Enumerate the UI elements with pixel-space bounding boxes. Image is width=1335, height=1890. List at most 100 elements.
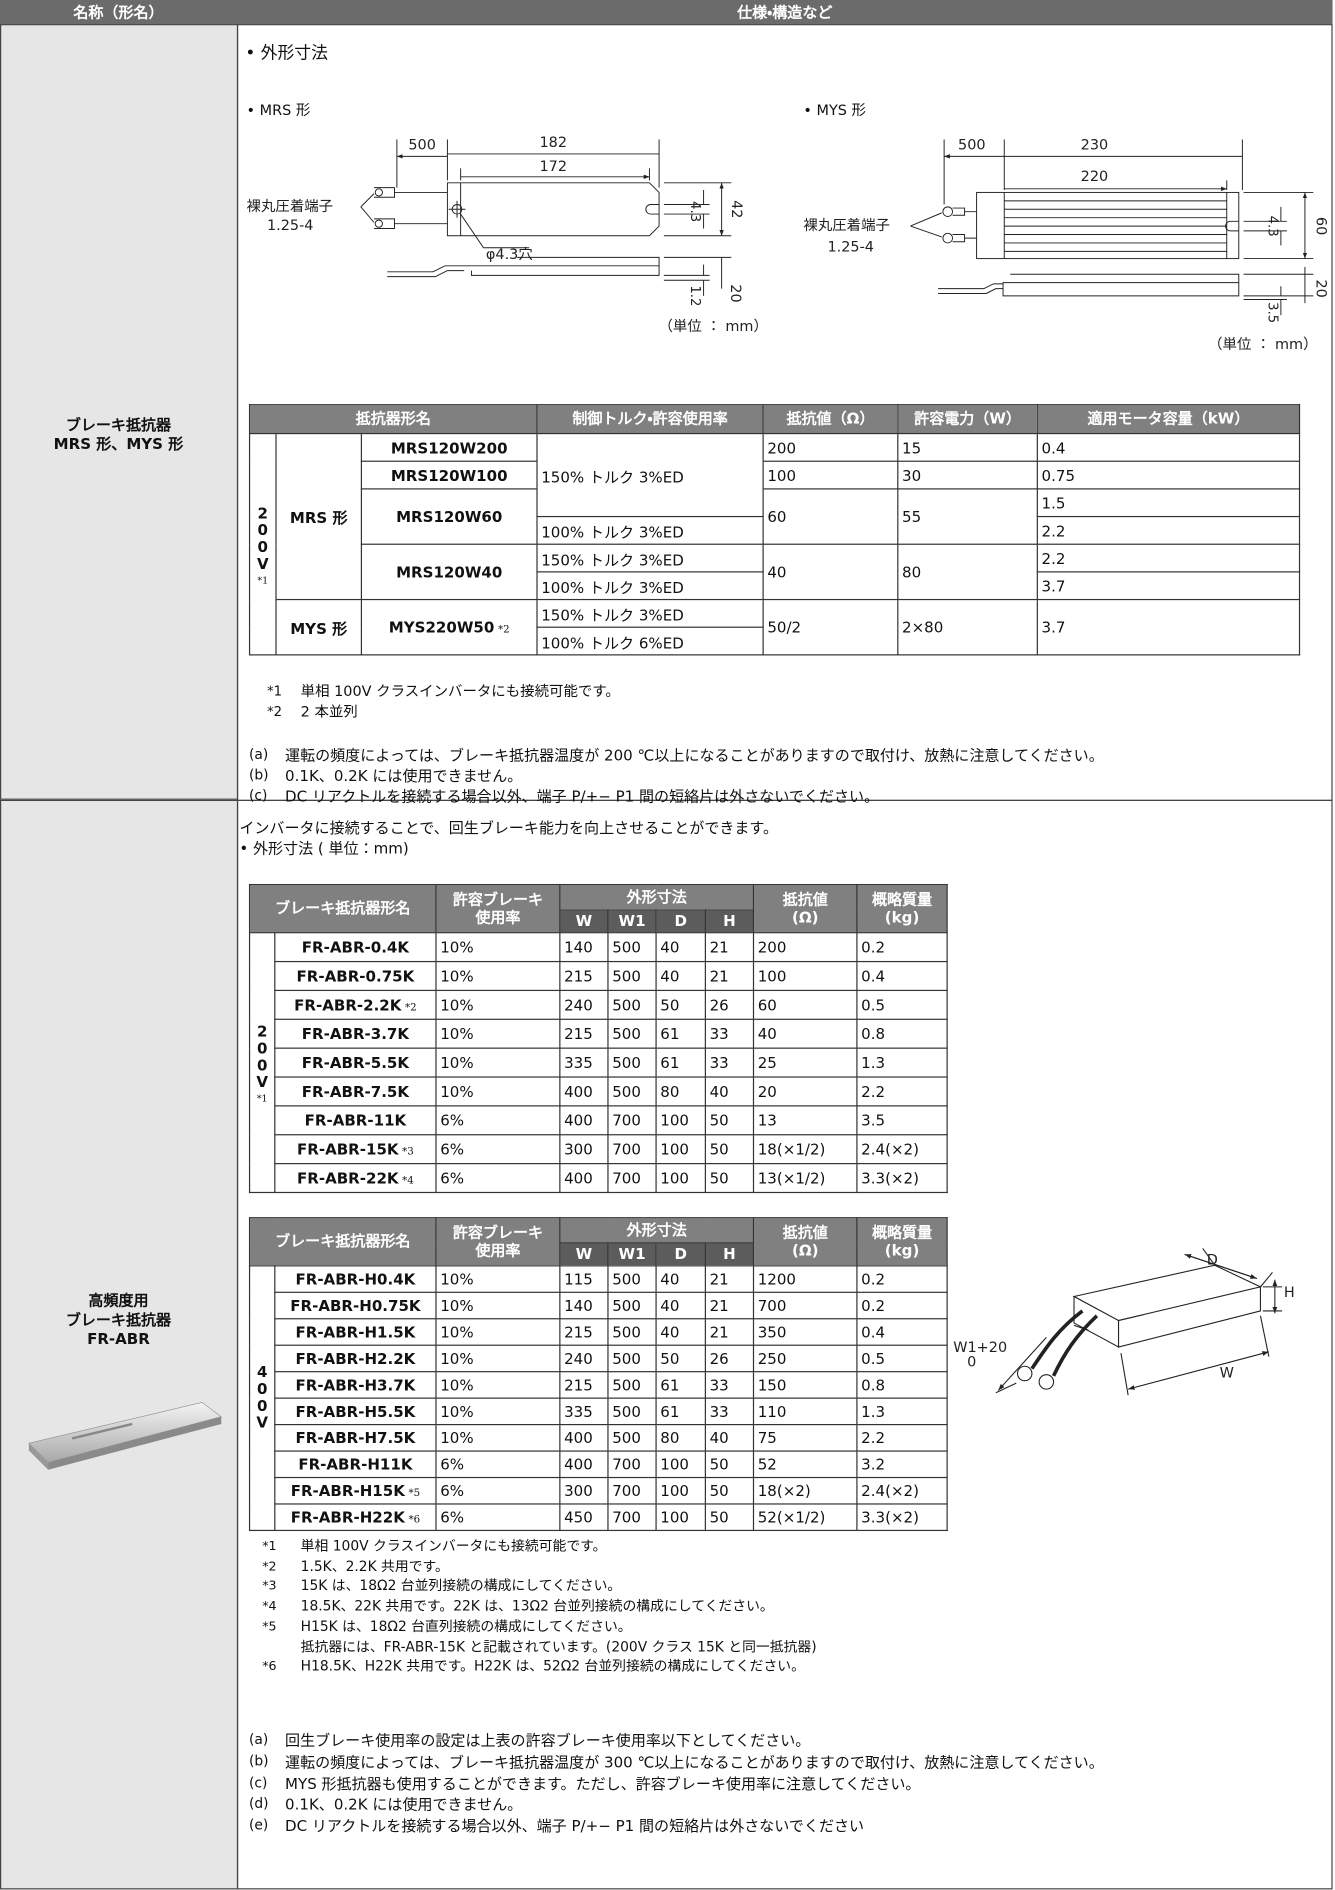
table-cell: 21 [704, 932, 755, 963]
table-cell: 215 [559, 1018, 609, 1049]
table-cell: 0.4 [1036, 432, 1301, 462]
table-cell: 100% トルク 3%ED [536, 515, 764, 545]
table-cell: 700 [607, 1450, 657, 1479]
table-cell: 13(×1/2) [752, 1163, 858, 1194]
header-name: 名称（形名） [73, 3, 164, 22]
table-cell: 10% [435, 1344, 561, 1373]
note-text: 0.1K、0.2K には使用できません。 [285, 766, 523, 785]
table-cell: 100% トルク 6%ED [536, 626, 764, 656]
table-cell: 21 [704, 1318, 755, 1346]
table-cell: 150% トルク 3%ED [536, 598, 764, 628]
table-cell: 50/2 [762, 598, 899, 656]
table-row: 100% トルク 6%ED [250, 626, 1300, 656]
table-row: FR-ABR-H22K *6 6% 450 700 100 50 52(×1/2) 3.3(×2… [250, 1503, 948, 1532]
table-cell: 40 [762, 543, 899, 601]
note-text: 15K は、18Ω2 台並列接続の構成にしてください。 [300, 1577, 622, 1595]
table-cell: 50 [704, 1163, 755, 1194]
table-cell: 15 [897, 432, 1038, 462]
table-row: 200V *1 MRS 形 MRS120W200 150% トルク 3%ED 200 15 0… [248, 432, 1301, 656]
column-header: 抵抗値 (Ω) [752, 1217, 858, 1267]
table-cell: 30 [897, 460, 1038, 490]
table-cell: 25 [752, 1047, 858, 1078]
table-row: MRS120W100 100 30 0.75 [250, 460, 1301, 490]
model: FR-ABR-11K [304, 1111, 407, 1130]
model-cell: FR-ABR-H22K *6 [274, 1503, 437, 1532]
note-mark: (b) [248, 766, 269, 784]
table-cell: 6% [435, 1163, 561, 1194]
table-cell: 10% [435, 1371, 561, 1399]
text: *2 [497, 624, 510, 637]
product-name: ブレーキ抵抗器 [65, 1310, 172, 1329]
table-cell: 50 [704, 1476, 755, 1505]
table-cell: 100 [655, 1163, 707, 1194]
note-mark: *1 [266, 683, 283, 700]
model-cell: FR-ABR-H1.5K [274, 1318, 437, 1346]
table-cell: 215 [559, 1371, 609, 1399]
note-text: 運転の頻度によっては、ブレーキ抵抗器温度が 300 ℃以上になることがありますの… [285, 1752, 1104, 1771]
table-cell: 500 [607, 1344, 657, 1373]
model: FR-ABR-3.7K [301, 1024, 410, 1043]
table-cell: 500 [607, 1371, 657, 1399]
table-cell: 1200 [752, 1265, 858, 1293]
text: 200V [253, 503, 272, 571]
product-name: ブレーキ抵抗器 [65, 415, 172, 434]
table-cell: 60 [762, 488, 899, 545]
header-text: (Ω) [791, 907, 819, 926]
table-row: 200V *1 FR-ABR-0.4K 10% 140 500 40 21 200 0.2 [248, 932, 948, 1194]
table-cell: 6% [435, 1450, 561, 1479]
model-cell: FR-ABR-2.2K *2 [274, 989, 437, 1020]
table-cell: 100 [762, 460, 899, 490]
table-cell: 150 [752, 1371, 858, 1399]
note-mark: (c) [248, 786, 268, 804]
table-cell: 115 [559, 1265, 609, 1293]
table-cell: 10% [435, 932, 561, 963]
table-row: MYS 形 MYS220W50 *2 150% トルク 3%ED 50/2 2×80 3.7 [250, 598, 1301, 656]
header-text: 抵抗値 [782, 1223, 828, 1242]
table-cell: 200 [752, 932, 858, 963]
table-cell: 80 [655, 1076, 707, 1107]
table-cell: 500 [607, 1291, 657, 1320]
table-cell: 500 [607, 1018, 657, 1049]
table-cell: 3.3(×2) [856, 1163, 948, 1194]
column-header: 許容ブレーキ 使用率 [435, 1217, 561, 1267]
note-text: 18.5K、22K 共用です。22K は、13Ω2 台並列接続の構成にしてくださ… [300, 1597, 774, 1615]
table-cell: 60 [752, 989, 858, 1020]
table-cell: 1.3 [856, 1397, 948, 1426]
column-header: 許容電力（W） [897, 404, 1038, 435]
header-text: 使用率 [475, 1240, 521, 1259]
drawing-label: • MRS 形 [246, 101, 311, 119]
table-cell: 0.8 [856, 1371, 948, 1399]
table-cell: 700 [607, 1476, 657, 1505]
table-cell: 215 [559, 960, 609, 992]
table-cell: 6% [435, 1105, 561, 1136]
column-header: 許容ブレーキ 使用率 [435, 883, 561, 934]
table-cell: 500 [607, 1047, 657, 1078]
table-cell: 100 [655, 1134, 707, 1165]
table-row: FR-ABR-H5.5K 10% 335 500 61 33 110 1.3 [250, 1397, 948, 1426]
table-cell: 80 [655, 1423, 707, 1452]
table-cell: 150% トルク 3%ED [536, 432, 764, 518]
model: FR-ABR-H0.4K [295, 1270, 416, 1289]
tbody: 抵抗器形名 制御トルク・許容使用率 抵抗値（Ω） 許容電力（W） 適用モータ容量（kW）… [248, 404, 1301, 656]
header-text: (kg) [884, 907, 920, 926]
model: FR-ABR-H1.5K [295, 1322, 416, 1342]
model-cell: FR-ABR-H5.5K [274, 1397, 437, 1426]
table-cell: MRS120W40 [360, 543, 538, 601]
table-cell: 0.75 [1036, 460, 1301, 490]
table-row: FR-ABR-22K *4 6% 400 700 100 50 13(×1/2) 3.3(×2) [250, 1163, 948, 1194]
table-cell: 50 [704, 1105, 755, 1136]
drawing-label: • MYS 形 [803, 101, 866, 119]
table-cell: 80 [897, 543, 1038, 601]
table-cell: MRS 形 [275, 432, 363, 601]
table-cell: 40 [752, 1018, 858, 1049]
table-cell: 75 [752, 1423, 858, 1452]
name-cell [0, 799, 239, 1890]
model: FR-ABR-H22K [290, 1508, 405, 1527]
header-text: (Ω) [791, 1240, 819, 1259]
table-row: FR-ABR-0.75K 10% 215 500 40 21 100 0.4 [250, 960, 948, 992]
section-heading: • 外形寸法 [245, 44, 328, 64]
table-cell: 0.2 [856, 932, 948, 963]
note-mark: *2 [266, 704, 283, 720]
note-text: H18.5K、H22K 共用です。H22K は、52Ω2 台並列接続の構成にして… [300, 1657, 805, 1675]
table-cell: 100 [655, 1450, 707, 1479]
